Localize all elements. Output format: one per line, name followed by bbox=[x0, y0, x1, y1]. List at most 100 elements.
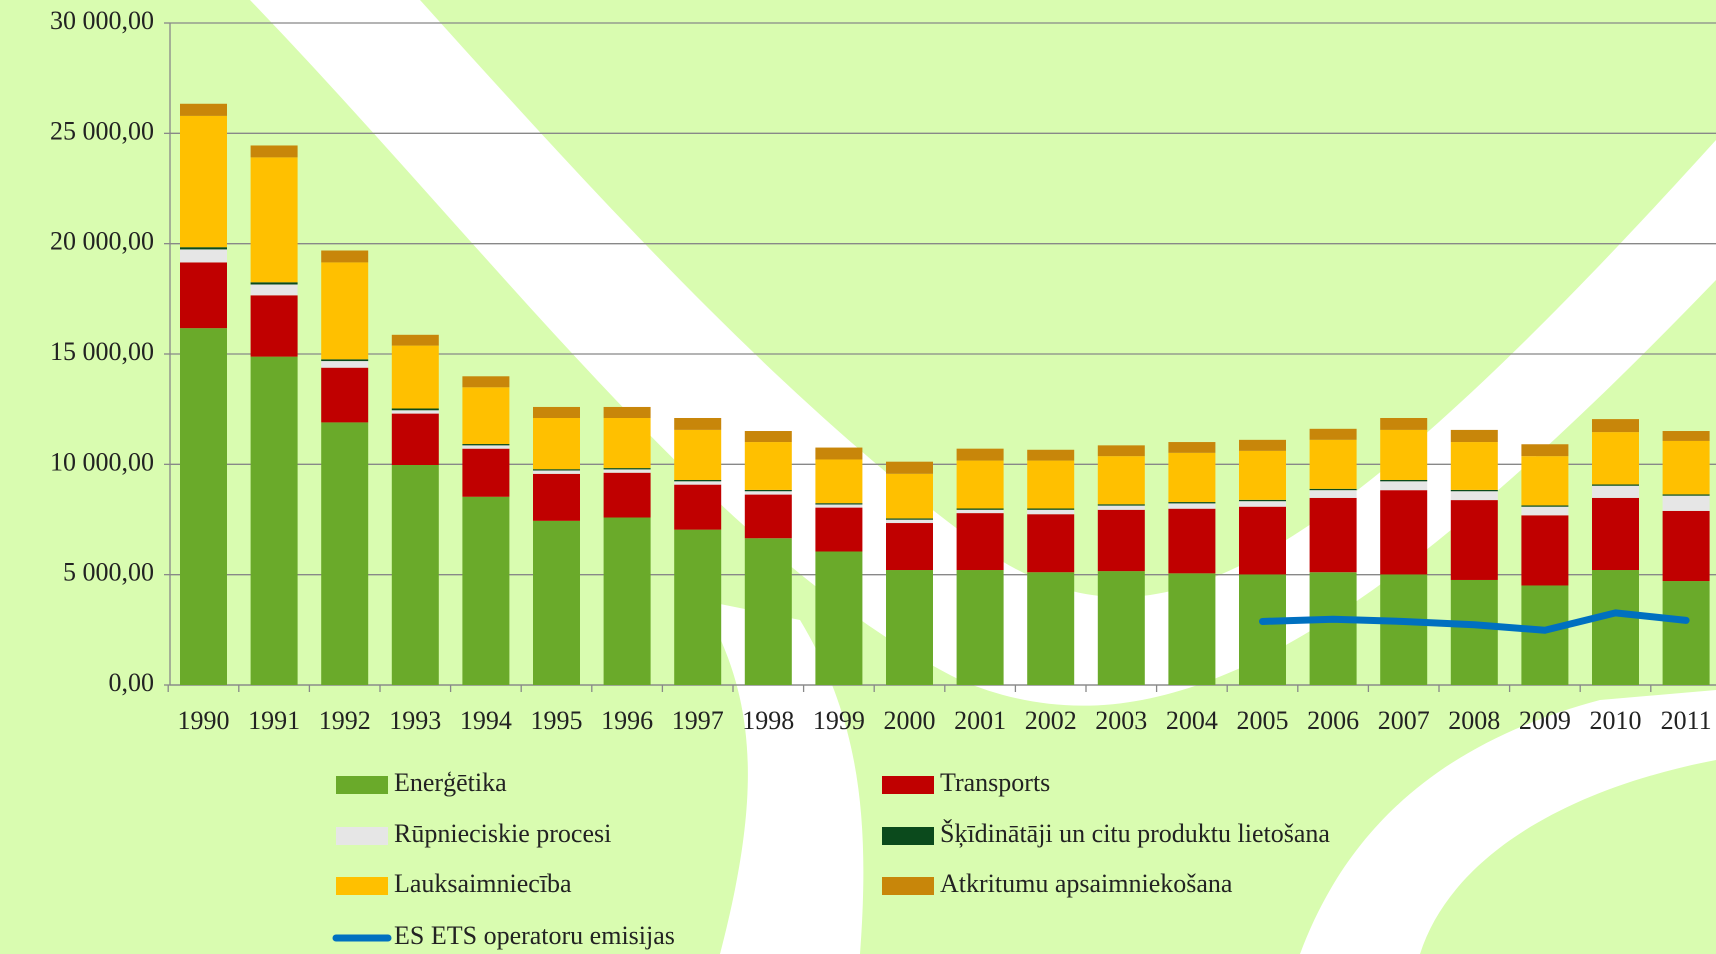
x-tick-label: 2009 bbox=[1519, 706, 1571, 735]
bar-segment bbox=[604, 418, 651, 468]
bar-segment bbox=[251, 145, 298, 157]
bar-segment bbox=[957, 510, 1004, 513]
bar-segment bbox=[604, 473, 651, 518]
bar-segment bbox=[1310, 572, 1357, 685]
legend-label: Enerģētika bbox=[394, 768, 507, 797]
x-tick-label: 1992 bbox=[319, 706, 371, 735]
bar-segment bbox=[392, 465, 439, 685]
bar-segment bbox=[392, 335, 439, 346]
bar-segment bbox=[1168, 502, 1215, 503]
x-tick-label: 1997 bbox=[672, 706, 724, 735]
legend-swatch bbox=[882, 827, 934, 845]
bar-segment bbox=[392, 409, 439, 411]
bar-segment bbox=[321, 359, 368, 361]
bar-segment bbox=[533, 407, 580, 418]
bar-segment bbox=[321, 422, 368, 685]
bar-segment bbox=[1592, 432, 1639, 484]
bar-segment bbox=[886, 520, 933, 523]
x-tick-label: 2011 bbox=[1661, 706, 1712, 735]
bar-segment bbox=[1380, 481, 1427, 490]
legend-label: Transports bbox=[940, 768, 1050, 797]
bar-segment bbox=[1451, 580, 1498, 685]
bar-segment bbox=[1592, 486, 1639, 498]
bar-segment bbox=[674, 430, 721, 480]
bar-segment bbox=[392, 410, 439, 413]
bar-segment bbox=[1098, 506, 1145, 510]
bar-segment bbox=[251, 282, 298, 284]
x-tick-label: 2005 bbox=[1237, 706, 1289, 735]
bar-segment bbox=[1521, 515, 1568, 585]
legend-label: Šķīdinātāji un citu produktu lietošana bbox=[940, 819, 1330, 848]
bar-segment bbox=[745, 431, 792, 442]
bar-segment bbox=[1168, 503, 1215, 508]
bar-segment bbox=[815, 459, 862, 503]
legend-swatch bbox=[882, 877, 934, 895]
bar-segment bbox=[1239, 501, 1286, 507]
bar-segment bbox=[604, 468, 651, 469]
x-tick-label: 2007 bbox=[1378, 706, 1430, 735]
x-tick-label: 2003 bbox=[1095, 706, 1147, 735]
bar-segment bbox=[462, 376, 509, 387]
bar-segment bbox=[1027, 510, 1074, 514]
bar-segment bbox=[1521, 505, 1568, 506]
bar-segment bbox=[462, 497, 509, 685]
bar-segment bbox=[1663, 511, 1710, 581]
bar-segment bbox=[815, 448, 862, 460]
bar-segment bbox=[1380, 430, 1427, 480]
bar-segment bbox=[1521, 444, 1568, 456]
bar-segment bbox=[674, 480, 721, 481]
bar-segment bbox=[886, 462, 933, 474]
x-tick-label: 1996 bbox=[601, 706, 653, 735]
bar-segment bbox=[1592, 498, 1639, 570]
bar-segment bbox=[462, 445, 509, 448]
bar-segment bbox=[1592, 484, 1639, 485]
bar-segment bbox=[462, 387, 509, 444]
bar-segment bbox=[1168, 442, 1215, 453]
bar-segment bbox=[1663, 494, 1710, 495]
legend-swatch bbox=[336, 827, 388, 845]
bar-segment bbox=[886, 523, 933, 570]
bar-segment bbox=[1663, 431, 1710, 441]
bar-segment bbox=[251, 157, 298, 282]
bar-segment bbox=[1098, 571, 1145, 685]
bar-segment bbox=[745, 442, 792, 490]
x-tick-label: 2010 bbox=[1590, 706, 1642, 735]
bar-segment bbox=[1310, 440, 1357, 489]
bar-segment bbox=[1451, 500, 1498, 580]
bar-segment bbox=[1098, 456, 1145, 504]
bar-segment bbox=[815, 508, 862, 552]
bar-segment bbox=[1310, 498, 1357, 572]
y-tick-label: 0,00 bbox=[109, 668, 155, 697]
y-tick-label: 20 000,00 bbox=[50, 227, 154, 256]
bar-segment bbox=[957, 570, 1004, 685]
bar-segment bbox=[1451, 491, 1498, 500]
bar-segment bbox=[1663, 496, 1710, 511]
bar-segment bbox=[815, 551, 862, 685]
bar-segment bbox=[1310, 489, 1357, 490]
bar-segment bbox=[1239, 500, 1286, 501]
y-tick-label: 10 000,00 bbox=[50, 447, 154, 476]
bar-segment bbox=[1239, 451, 1286, 500]
bar-segment bbox=[251, 284, 298, 295]
bar-segment bbox=[674, 481, 721, 484]
bar-segment bbox=[1027, 514, 1074, 572]
bar-segment bbox=[180, 262, 227, 328]
bar-segment bbox=[1592, 419, 1639, 432]
bar-segment bbox=[1239, 574, 1286, 685]
bar-segment bbox=[533, 469, 580, 470]
x-tick-label: 2001 bbox=[954, 706, 1006, 735]
bar-segment bbox=[1168, 453, 1215, 502]
bar-segment bbox=[745, 495, 792, 539]
bar-segment bbox=[957, 449, 1004, 461]
legend-swatch bbox=[882, 776, 934, 794]
x-tick-label: 2004 bbox=[1166, 706, 1218, 735]
y-tick-label: 5 000,00 bbox=[63, 558, 154, 587]
bar-segment bbox=[1310, 490, 1357, 498]
bar-segment bbox=[674, 530, 721, 685]
bar-segment bbox=[957, 508, 1004, 509]
bar-segment bbox=[1521, 507, 1568, 516]
bar-segment bbox=[1098, 504, 1145, 505]
x-tick-label: 1998 bbox=[742, 706, 794, 735]
bar-segment bbox=[1168, 509, 1215, 574]
legend-label: Atkritumu apsaimniekošana bbox=[940, 869, 1233, 898]
